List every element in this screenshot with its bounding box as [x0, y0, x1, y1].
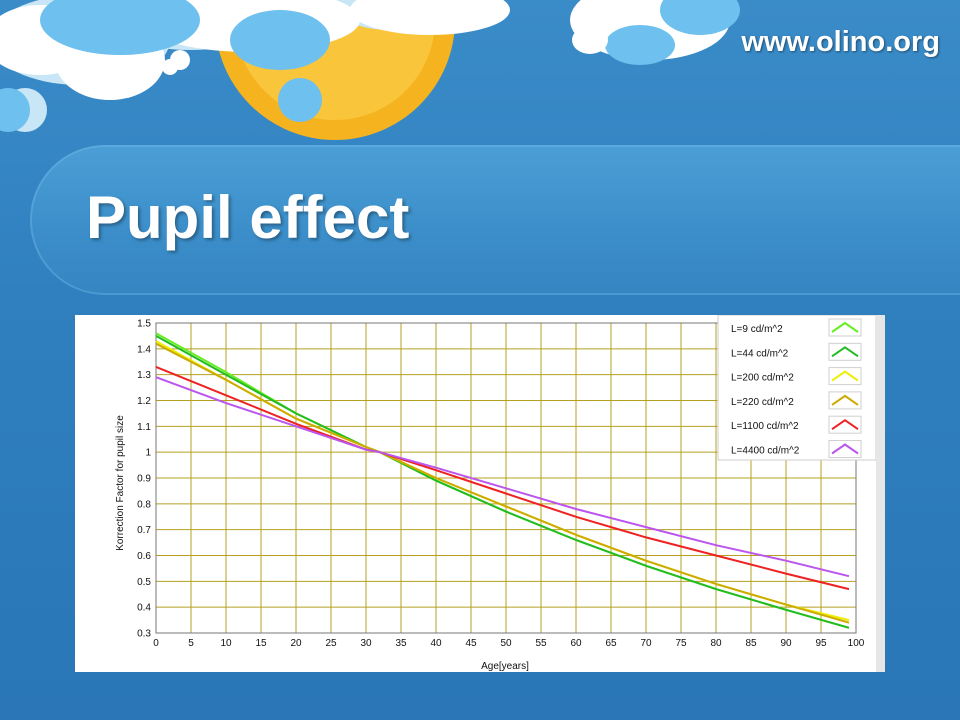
- y-tick-label: 1.1: [137, 422, 151, 433]
- title-band: [30, 145, 960, 295]
- legend-entry-label: L=9 cd/m^2: [731, 324, 783, 335]
- y-tick-label: 1.5: [137, 319, 151, 330]
- y-axis-ticks: 0.3 0.4 0.5 0.6 0.7 0.8 0.9 1 1.1 1.2 1.3 1.4 1.5: [137, 319, 151, 640]
- grid: [155, 322, 857, 634]
- legend-swatch: [828, 391, 862, 410]
- line-chart: 0 5 10 15 20 25 30 35 40 45 50 55 60 65 70 75 80 85 90 95 10…: [115, 315, 885, 672]
- series-line-5: [155, 365, 850, 591]
- legend-swatch-line: [831, 346, 859, 358]
- x-tick-label: 70: [640, 638, 652, 649]
- series-line-6: [155, 376, 850, 578]
- y-tick-label: 0.7: [137, 525, 151, 536]
- x-tick-label: 75: [675, 638, 687, 649]
- legend-swatch-line: [831, 418, 859, 431]
- x-tick-label: 30: [360, 638, 372, 649]
- x-tick-label: 90: [780, 638, 792, 649]
- series-line-2: [155, 335, 850, 629]
- sky-decoration: [0, 0, 740, 140]
- legend-swatch-line: [831, 370, 859, 382]
- x-tick-label: 20: [290, 638, 302, 649]
- x-tick-label: 0: [153, 638, 159, 649]
- x-tick-label: 60: [570, 638, 582, 649]
- x-axis-label: Age[years]: [481, 661, 529, 672]
- legend-entry-label: L=4400 cd/m^2: [731, 446, 800, 457]
- legend-swatch: [828, 440, 862, 458]
- y-tick-label: 0.4: [137, 603, 151, 614]
- x-tick-label: 15: [255, 638, 267, 649]
- page-title: Pupil effect: [86, 184, 410, 251]
- y-tick-label: 1.4: [137, 344, 151, 355]
- y-axis-label: Korrection Factor for pupil size: [115, 415, 126, 551]
- plot-frame: [155, 322, 857, 634]
- x-tick-label: 100: [848, 638, 865, 649]
- x-tick-label: 40: [430, 638, 442, 649]
- x-tick-label: 50: [500, 638, 512, 649]
- x-tick-label: 45: [465, 638, 477, 649]
- legend-swatch: [828, 415, 862, 434]
- site-url: www.olino.org: [741, 26, 940, 58]
- y-tick-label: 1.3: [137, 370, 151, 381]
- x-tick-label: 95: [815, 638, 827, 649]
- legend-swatch: [828, 342, 862, 361]
- legend-entry-label: L=1100 cd/m^2: [731, 421, 799, 432]
- y-tick-label: 0.3: [137, 629, 151, 640]
- y-tick-label: 0.5: [137, 577, 151, 588]
- legend-entry-label: L=220 cd/m^2: [731, 397, 794, 408]
- x-tick-label: 55: [535, 638, 547, 649]
- x-tick-label: 35: [395, 638, 407, 649]
- legend-swatch-line: [831, 321, 859, 333]
- x-tick-label: 80: [710, 638, 722, 649]
- x-tick-label: 85: [745, 638, 757, 649]
- x-tick-label: 10: [220, 638, 232, 649]
- y-tick-label: 0.6: [137, 551, 151, 562]
- legend-swatch: [828, 367, 862, 386]
- legend-entry-label: L=200 cd/m^2: [731, 373, 794, 384]
- legend-entry-label: L=44 cd/m^2: [731, 348, 789, 359]
- y-tick-label: 1.2: [137, 396, 151, 407]
- series-line-4: [155, 342, 850, 624]
- series-group: [155, 332, 850, 629]
- legend-swatch-line: [831, 394, 859, 406]
- legend-swatch: [828, 318, 862, 337]
- x-tick-label: 65: [605, 638, 617, 649]
- x-tick-label: 5: [188, 638, 194, 649]
- y-tick-label: 0.8: [137, 499, 151, 510]
- x-tick-label: 25: [325, 638, 337, 649]
- x-axis-ticks: 0 5 10 15 20 25 30 35 40 45 50 55 60 65 70 75 80 85 90 95 10…: [153, 638, 865, 649]
- legend: L=9 cd/m^2 L=44 cd/m^2 L=200 cd/m^2 L=220 c…: [717, 315, 885, 672]
- chart-panel: 0 5 10 15 20 25 30 35 40 45 50 55 60 65 70 75 80 85 90 95 10…: [75, 315, 885, 672]
- y-tick-label: 0.9: [137, 474, 151, 485]
- y-tick-label: 1: [145, 448, 151, 459]
- legend-swatch-line: [831, 443, 859, 455]
